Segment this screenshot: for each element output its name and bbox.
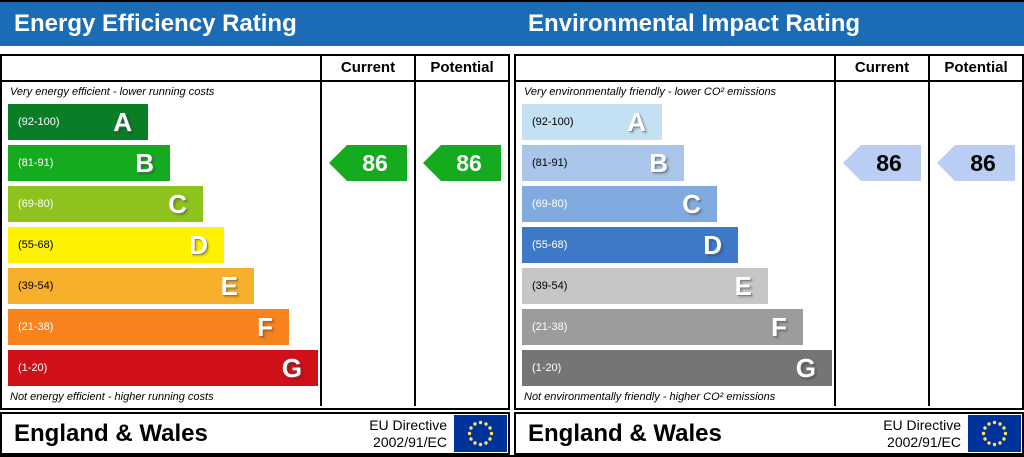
title-strip: Energy Efficiency Rating Environmental I… [0, 2, 1024, 46]
band-a: (92-100) A [8, 104, 148, 140]
current-rating-arrow: 86 [329, 145, 407, 181]
band-range-label: (81-91) [532, 157, 568, 169]
eu-flag-stars [981, 420, 1008, 447]
band-letter: C [682, 188, 701, 219]
bottom-note: Not environmentally friendly - higher CO… [524, 391, 776, 403]
table-body-row: Very environmentally friendly - lower CO… [516, 82, 1022, 406]
energy-ratings-table: Current Potential Very energy efficient … [0, 54, 510, 410]
potential-rating-column: 86 [416, 82, 508, 406]
band-letter: D [189, 229, 208, 260]
band-a: (92-100) A [522, 104, 662, 140]
band-e: (39-54) E [522, 268, 768, 304]
environment-chart-title: Environmental Impact Rating [528, 10, 861, 37]
potential-rating-column: 86 [930, 82, 1022, 406]
band-range-label: (55-68) [18, 239, 54, 251]
environment-ratings-table: Current Potential Very environmentally f… [514, 54, 1024, 410]
band-range-label: (55-68) [532, 239, 568, 251]
eu-flag-icon [454, 415, 507, 452]
band-range-label: (1-20) [532, 362, 562, 374]
potential-rating-arrow: 86 [937, 145, 1015, 181]
top-border-line [0, 0, 1024, 2]
column-header-potential: Potential [944, 59, 1008, 76]
band-range-label: (39-54) [532, 280, 568, 292]
band-g: (1-20) G [8, 350, 318, 386]
band-e: (39-54) E [8, 268, 254, 304]
band-letter: B [135, 147, 154, 178]
band-letter: E [220, 270, 238, 301]
band-letter: G [281, 352, 302, 383]
region-label: England & Wales [14, 419, 208, 447]
eu-flag-stars [467, 420, 494, 447]
table-header-row: Current Potential [516, 56, 1022, 82]
band-list: (92-100) A (81-91) B (69-80) C (55-68) D (39-54)… [2, 104, 320, 386]
current-rating-arrow: 86 [843, 145, 921, 181]
band-range-label: (69-80) [532, 198, 568, 210]
eu-directive-label: EU Directive 2002/91/EC [883, 417, 961, 450]
band-letter: C [168, 188, 187, 219]
band-letter: G [795, 352, 816, 383]
band-range-label: (81-91) [18, 157, 54, 169]
band-c: (69-80) C [522, 186, 717, 222]
band-f: (21-38) F [522, 309, 803, 345]
top-note: Very energy efficient - lower running co… [10, 86, 215, 98]
bottom-border-line [0, 455, 1024, 457]
band-letter: D [703, 229, 722, 260]
energy-efficiency-chart: Current Potential Very energy efficient … [0, 54, 510, 455]
column-header-current: Current [836, 56, 930, 80]
eu-flag-icon [968, 415, 1021, 452]
environmental-impact-chart: Current Potential Very environmentally f… [514, 54, 1024, 455]
band-range-label: (21-38) [18, 321, 54, 333]
table-header-row: Current Potential [2, 56, 508, 82]
region-label: England & Wales [528, 419, 722, 447]
band-letter: A [627, 106, 646, 137]
band-letter: B [649, 147, 668, 178]
band-b: (81-91) B [522, 145, 684, 181]
band-range-label: (21-38) [532, 321, 568, 333]
header-spacer-cell [516, 56, 836, 80]
column-header-current: Current [322, 56, 416, 80]
bottom-note: Not energy efficient - higher running co… [10, 391, 214, 403]
header-spacer-cell [2, 56, 322, 80]
bands-cell: Very energy efficient - lower running co… [2, 82, 322, 406]
footer-bar: England & Wales EU Directive 2002/91/EC [0, 412, 510, 455]
current-rating-column: 86 [322, 82, 416, 406]
band-list: (92-100) A (81-91) B (69-80) C (55-68) D (39-54)… [516, 104, 834, 386]
bands-cell: Very environmentally friendly - lower CO… [516, 82, 836, 406]
band-range-label: (92-100) [18, 116, 60, 128]
band-b: (81-91) B [8, 145, 170, 181]
band-range-label: (1-20) [18, 362, 48, 374]
band-range-label: (39-54) [18, 280, 54, 292]
current-rating-column: 86 [836, 82, 930, 406]
band-range-label: (92-100) [532, 116, 574, 128]
column-header-potential: Potential [430, 59, 494, 76]
band-range-label: (69-80) [18, 198, 54, 210]
band-letter: A [113, 106, 132, 137]
band-f: (21-38) F [8, 309, 289, 345]
top-note: Very environmentally friendly - lower CO… [524, 86, 777, 98]
band-c: (69-80) C [8, 186, 203, 222]
potential-rating-arrow: 86 [423, 145, 501, 181]
band-g: (1-20) G [522, 350, 832, 386]
table-body-row: Very energy efficient - lower running co… [2, 82, 508, 406]
band-letter: F [257, 311, 273, 342]
band-d: (55-68) D [8, 227, 224, 263]
band-letter: F [771, 311, 787, 342]
band-d: (55-68) D [522, 227, 738, 263]
footer-bar: England & Wales EU Directive 2002/91/EC [514, 412, 1024, 455]
eu-directive-label: EU Directive 2002/91/EC [369, 417, 447, 450]
energy-chart-title: Energy Efficiency Rating [14, 10, 297, 37]
band-letter: E [734, 270, 752, 301]
